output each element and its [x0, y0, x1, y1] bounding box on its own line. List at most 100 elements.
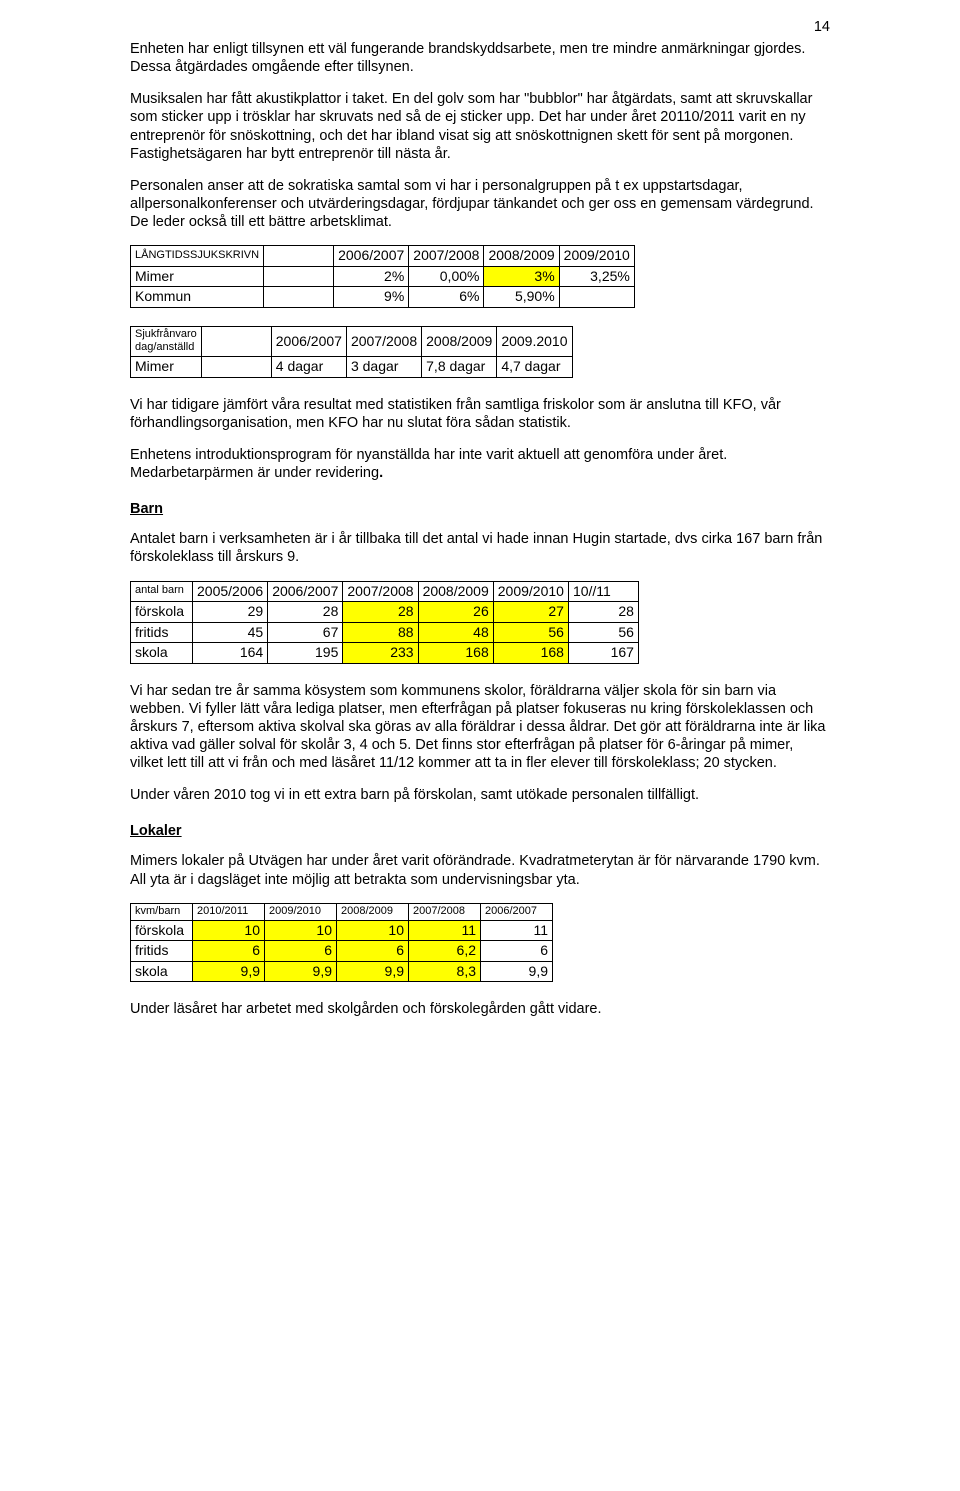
table-cell: 168 [493, 643, 568, 664]
table-header-cell: 2006/2007 [334, 246, 409, 267]
paragraph: Enhetens introduktionsprogram för nyanst… [130, 446, 830, 482]
table-header-cell: 2009/2010 [493, 581, 568, 602]
paragraph: Personalen anser att de sokratiska samta… [130, 177, 830, 231]
table-header-cell: 2005/2006 [193, 581, 268, 602]
page-number: 14 [814, 18, 830, 36]
table-cell: 10 [193, 920, 265, 941]
table-cell: 88 [343, 622, 418, 643]
table-cell: 27 [493, 602, 568, 623]
table-cell: 28 [268, 602, 343, 623]
table-cell: 6% [409, 287, 484, 308]
table-cell: 3,25% [559, 266, 634, 287]
table-header-cell: 2010/2011 [193, 903, 265, 920]
table-row: fritids 6 6 6 6,2 6 [131, 941, 553, 962]
table-cell: Mimer [131, 357, 202, 378]
table-cell: 3 dagar [346, 357, 421, 378]
paragraph: Under läsåret har arbetet med skolgården… [130, 1000, 830, 1018]
table-cell: 6,2 [409, 941, 481, 962]
table-header-cell: 2008/2009 [418, 581, 493, 602]
table-cell: 0,00% [409, 266, 484, 287]
spacer-cell [264, 246, 334, 267]
table-cell: 9,9 [337, 961, 409, 982]
table-row: Mimer 2% 0,00% 3% 3,25% [131, 266, 635, 287]
table-cell: 6 [337, 941, 409, 962]
table-header-cell: 2009.2010 [497, 326, 572, 357]
table-cell: 233 [343, 643, 418, 664]
table-cell: 6 [481, 941, 553, 962]
table-antal-barn: antal barn 2005/2006 2006/2007 2007/2008… [130, 581, 639, 664]
table-cell: 26 [418, 602, 493, 623]
table-cell: 3% [484, 266, 559, 287]
paragraph: Musiksalen har fått akustikplattor i tak… [130, 90, 830, 163]
table-row: kvm/barn 2010/2011 2009/2010 2008/2009 2… [131, 903, 553, 920]
table-cell: förskola [131, 602, 193, 623]
table-cell: 11 [409, 920, 481, 941]
table-cell: 195 [268, 643, 343, 664]
section-heading-barn: Barn [130, 500, 830, 518]
table-header-cell: 2007/2008 [409, 246, 484, 267]
table-cell: 56 [493, 622, 568, 643]
table-header-cell: 2009/2010 [559, 246, 634, 267]
paragraph: Under våren 2010 tog vi in ett extra bar… [130, 786, 830, 804]
table-header-cell: 10//11 [568, 581, 638, 602]
table-row: antal barn 2005/2006 2006/2007 2007/2008… [131, 581, 639, 602]
paragraph: Vi har tidigare jämfört våra resultat me… [130, 396, 830, 432]
table-cell: 9,9 [481, 961, 553, 982]
table-cell: fritids [131, 622, 193, 643]
table-header-cell: 2006/2007 [481, 903, 553, 920]
table-header-cell: 2008/2009 [422, 326, 497, 357]
paragraph: Mimers lokaler på Utvägen har under året… [130, 852, 830, 888]
table-cell: 11 [481, 920, 553, 941]
table-cell: förskola [131, 920, 193, 941]
table-cell: 9,9 [193, 961, 265, 982]
table-row: Kommun 9% 6% 5,90% [131, 287, 635, 308]
table-cell: 4 dagar [271, 357, 346, 378]
table-row: förskola 29 28 28 26 27 28 [131, 602, 639, 623]
table-header-cell: 2007/2008 [346, 326, 421, 357]
table-cell: 168 [418, 643, 493, 664]
spacer-cell [201, 326, 271, 357]
table-header-cell: kvm/barn [131, 903, 193, 920]
table-cell: Kommun [131, 287, 264, 308]
table-cell: 10 [337, 920, 409, 941]
table-cell: skola [131, 961, 193, 982]
table-row: skola 9,9 9,9 9,9 8,3 9,9 [131, 961, 553, 982]
table-cell: Mimer [131, 266, 264, 287]
spacer-cell [201, 357, 271, 378]
document-page: 14 Enheten har enligt tillsynen ett väl … [65, 0, 895, 1058]
table-header-cell: 2006/2007 [271, 326, 346, 357]
table-cell: 48 [418, 622, 493, 643]
table-cell: 9% [334, 287, 409, 308]
paragraph: Antalet barn i verksamheten är i år till… [130, 530, 830, 566]
text: Enhetens introduktionsprogram för nyanst… [130, 447, 727, 481]
table-langtidssjukskrivn: LÅNGTIDSSJUKSKRIVN 2006/2007 2007/2008 2… [130, 245, 635, 308]
table-cell: 29 [193, 602, 268, 623]
table-cell: 4,7 dagar [497, 357, 572, 378]
table-row: LÅNGTIDSSJUKSKRIVN 2006/2007 2007/2008 2… [131, 246, 635, 267]
table-cell: fritids [131, 941, 193, 962]
table-header-cell: LÅNGTIDSSJUKSKRIVN [131, 246, 264, 267]
table-cell: skola [131, 643, 193, 664]
table-cell: 67 [268, 622, 343, 643]
table-cell: 6 [265, 941, 337, 962]
table-cell: 6 [193, 941, 265, 962]
table-row: Mimer 4 dagar 3 dagar 7,8 dagar 4,7 daga… [131, 357, 573, 378]
table-cell: 56 [568, 622, 638, 643]
table-header-cell: 2007/2008 [409, 903, 481, 920]
section-heading-lokaler: Lokaler [130, 822, 830, 840]
table-row: förskola 10 10 10 11 11 [131, 920, 553, 941]
table-cell: 10 [265, 920, 337, 941]
spacer-cell [264, 287, 334, 308]
table-sjukfranvaro: Sjukfrånvaro dag/anställd 2006/2007 2007… [130, 326, 573, 378]
table-cell: 45 [193, 622, 268, 643]
paragraph: Enheten har enligt tillsynen ett väl fun… [130, 40, 830, 76]
table-cell: 28 [568, 602, 638, 623]
table-cell: 164 [193, 643, 268, 664]
table-header-cell: 2009/2010 [265, 903, 337, 920]
spacer-cell [264, 266, 334, 287]
table-kvm-barn: kvm/barn 2010/2011 2009/2010 2008/2009 2… [130, 903, 553, 983]
table-cell: 9,9 [265, 961, 337, 982]
table-cell: 8,3 [409, 961, 481, 982]
table-header-cell: 2008/2009 [484, 246, 559, 267]
table-cell: 167 [568, 643, 638, 664]
